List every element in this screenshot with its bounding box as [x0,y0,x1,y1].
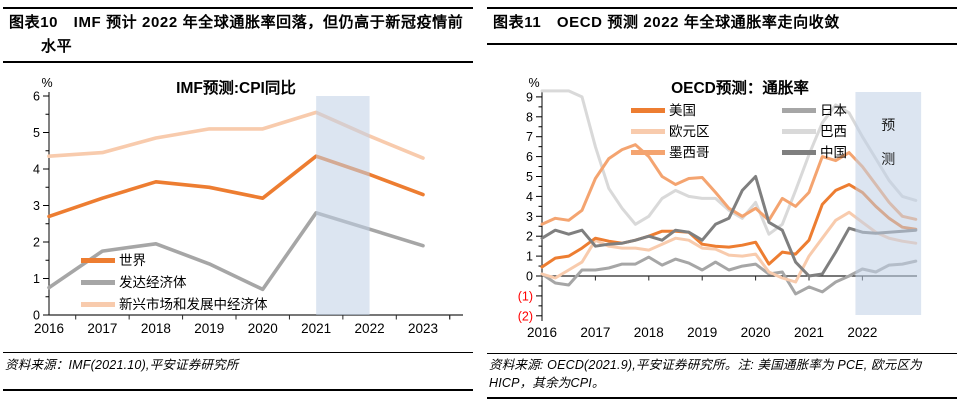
divider-under-title [487,43,957,45]
x-tick-label: 2016 [34,321,64,336]
forecast-band-label: 测 [881,151,895,167]
chart-title: IMF预测:CPI同比 [176,78,296,97]
divider-above-source [487,353,957,354]
y-tick-label: 3 [526,210,533,224]
y-tick-label: 6 [526,150,533,164]
y-tick-label: (1) [518,289,533,303]
legend-label-1: 发达经济体 [119,275,187,290]
series-line-3 [540,255,918,296]
y-tick-label: 5 [33,126,40,140]
divider-top [3,7,473,9]
divider-bottom [3,389,473,391]
x-tick-label: 2019 [687,325,717,340]
y-tick-label: 6 [33,90,40,104]
x-tick-label: 2017 [580,325,610,340]
x-tick-label: 2017 [87,321,117,336]
legend-label-2: 新兴市场和发展中经济体 [119,296,268,312]
forecast-band-label: 预 [881,117,895,133]
figure-title-oecd: 图表11 OECD 预测 2022 年全球通胀率走向收敛 [493,14,840,31]
panel-imf-figure: 图表10 IMF 预计 2022 年全球通胀率回落，但仍高于新冠疫情前水平 0 1… [1,0,481,405]
y-tick-label: 8 [526,110,533,124]
x-tick-label: 2020 [248,321,278,336]
x-tick-label: 2022 [847,325,877,340]
divider-bottom [487,397,957,399]
legend-label-0: 世界 [119,253,146,268]
legend-label-1: 欧元区 [669,124,710,139]
legend-label-3: 日本 [820,103,848,118]
y-tick-label: 7 [526,130,533,144]
y-tick-label: (2) [518,309,533,323]
forecast-band [855,92,922,315]
x-tick-label: 2021 [794,325,824,340]
legend-label-0: 美国 [669,103,696,118]
x-tick-label: 2016 [527,325,557,340]
y-tick-label: 1 [33,272,40,286]
oecd-inflation-line-chart: 9 8 7 6 5 4 3 2 1 0 (1) (2) 2016 2017 2018 2019 2020 2021… [518,76,922,340]
panel-oecd-figure: 图表11 OECD 预测 2022 年全球通胀率走向收敛 9 8 7 6 5 4 3 2 1 0 (… [485,0,965,405]
figure-title-imf: 图表10 IMF 预计 2022 年全球通胀率回落，但仍高于新冠疫情前水平 [9,14,464,56]
y-unit-label: % [528,76,539,90]
y-tick-label: 1 [526,250,533,264]
x-tick-label: 2023 [408,321,438,336]
legend-label-5: 中国 [820,145,847,160]
legend-label-4: 巴西 [820,124,847,139]
y-tick-label: 5 [526,170,533,184]
source-note-oecd: 资料来源: OECD(2021.9),平安证券研究所。注: 美国通胀率为 PCE… [489,358,922,391]
x-tick-label: 2018 [141,321,171,336]
divider-under-title [3,61,473,63]
series-line-0 [540,183,918,269]
y-tick-label: 2 [526,230,533,244]
y-unit-label: % [41,76,52,90]
series-line-2 [540,143,918,226]
x-tick-label: 2020 [741,325,771,340]
divider-above-source [3,352,473,353]
series-line-5 [540,175,918,278]
y-tick-label: 0 [526,270,533,284]
forecast-band [316,96,370,315]
x-tick-label: 2019 [194,321,224,336]
series-line-4 [540,89,918,236]
y-tick-label: 4 [33,163,40,177]
source-note-imf: 资料来源：IMF(2021.10),平安证券研究所 [5,358,239,372]
divider-top [487,7,957,9]
x-tick-label: 2021 [301,321,331,336]
y-tick-label: 0 [33,309,40,323]
x-tick-label: 2022 [355,321,385,336]
y-tick-label: 3 [33,199,40,213]
x-tick-label: 2018 [634,325,664,340]
y-tick-label: 9 [526,90,533,104]
y-tick-label: 4 [526,190,533,204]
legend-label-2: 墨西哥 [669,145,710,160]
y-tick-label: 2 [33,236,40,250]
chart-title: OECD预测：通胀率 [671,78,809,97]
imf-cpi-line-chart: 0 1 2 3 4 5 6 2016 2017 2018 2019 2020 2021 2022 2023 I… [33,76,463,336]
